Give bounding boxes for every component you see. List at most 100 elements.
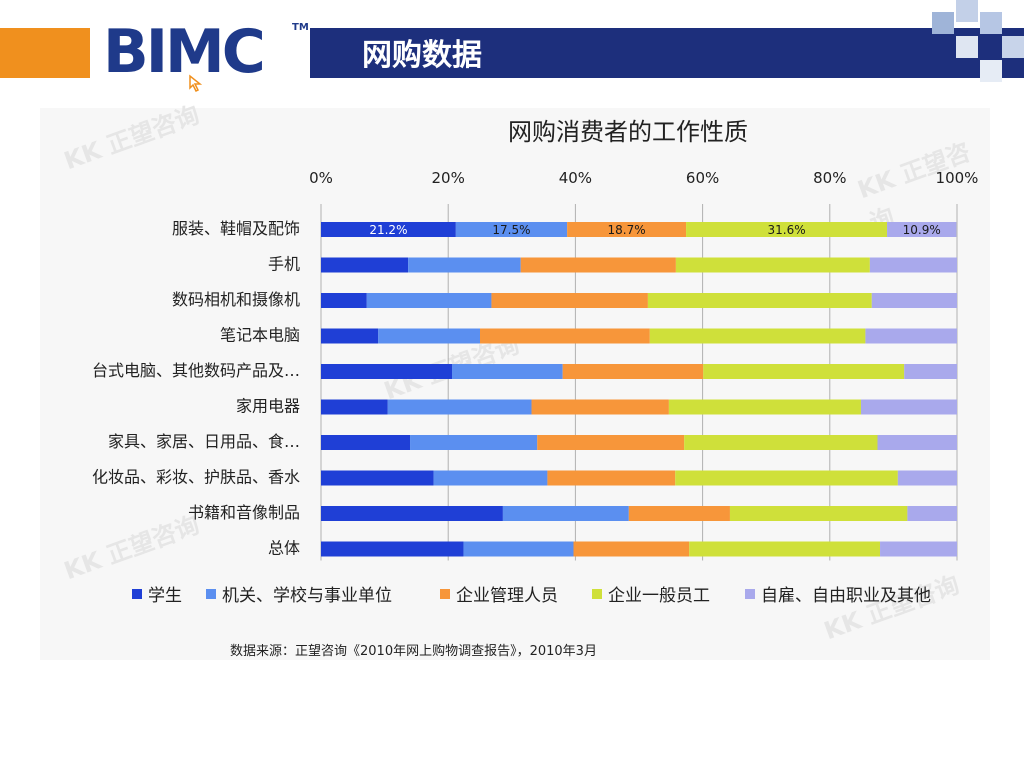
legend-swatch	[206, 589, 216, 599]
deco-square	[1002, 36, 1024, 58]
bar-segment	[887, 222, 957, 237]
category-label: 化妆品、彩妆、护肤品、香水	[92, 468, 300, 487]
legend-label: 机关、学校与事业单位	[222, 586, 392, 606]
bar-segment	[321, 222, 456, 237]
title-bar	[310, 28, 1024, 78]
legend-label: 企业管理人员	[456, 586, 558, 606]
category-label: 书籍和音像制品	[188, 503, 300, 522]
slide-title: 网购数据	[362, 38, 482, 73]
bar-segment	[520, 257, 676, 273]
bar-segment	[668, 399, 861, 415]
bar-segment	[573, 541, 690, 557]
bar-segment	[562, 364, 704, 379]
category-label: 家具、家居、日用品、食…	[108, 432, 300, 451]
bar-segment	[869, 257, 957, 273]
bar-segment	[463, 541, 574, 557]
bar-segment	[321, 364, 453, 379]
legend-label: 自雇、自由职业及其他	[761, 586, 931, 606]
bar-segment	[433, 470, 548, 486]
bar-segment	[480, 328, 650, 344]
legend-swatch	[745, 589, 755, 599]
orange-accent-block	[0, 28, 90, 78]
legend-label: 学生	[148, 586, 182, 606]
category-label: 总体	[268, 539, 300, 558]
bimc-logo: BIMC	[103, 17, 293, 92]
bar-segment	[675, 470, 898, 486]
x-tick-label: 60%	[686, 169, 719, 187]
bar-segment	[410, 435, 538, 450]
bar-segment	[491, 293, 648, 308]
chart-panel: KK 正望咨询 KK 正望咨询 KK 正望咨询 KK 正望咨询 KK 正望咨询	[40, 100, 990, 660]
deco-square	[956, 36, 978, 58]
bar-segment	[378, 328, 480, 344]
data-label: 18.7%	[608, 223, 646, 237]
bar-segment	[686, 222, 888, 237]
data-labels: 21.2% 17.5% 18.7% 31.6% 10.9%	[369, 223, 940, 237]
bar-segment	[321, 541, 464, 557]
category-label: 数码相机和摄像机	[172, 290, 300, 309]
bar-segment	[366, 293, 492, 308]
bar-segment	[502, 506, 629, 521]
data-label: 17.5%	[492, 223, 530, 237]
bar-segment	[689, 541, 881, 557]
source-note: 数据来源：正望咨询《2010年网上购物调查报告》，2010年3月	[230, 644, 597, 659]
bar-segment	[537, 435, 685, 450]
x-tick-label: 0%	[309, 169, 333, 187]
bar-segment	[321, 328, 379, 344]
bar-segment	[647, 293, 872, 308]
category-label: 手机	[268, 255, 300, 274]
data-label: 31.6%	[767, 223, 805, 237]
bar-segment	[387, 399, 532, 415]
bar-segment	[321, 257, 409, 273]
legend-label: 企业一般员工	[608, 586, 710, 606]
deco-square	[956, 0, 978, 22]
bar-segment	[531, 399, 669, 415]
deco-square	[932, 12, 954, 34]
bar-segment	[897, 470, 957, 486]
bar-segment	[321, 506, 503, 521]
deco-square	[980, 12, 1002, 34]
x-tick-labels: 0% 20% 40% 60% 80% 100%	[309, 169, 978, 187]
bar-segment	[547, 470, 676, 486]
bar-segment	[860, 399, 957, 415]
bar-segment	[567, 222, 687, 237]
bar-segment	[877, 435, 957, 450]
bimc-logo-graphic: BIMC	[103, 17, 266, 87]
bar-segment	[628, 506, 730, 521]
slide-header: BIMC TM 网购数据	[0, 0, 1024, 100]
bar-segment	[408, 257, 521, 273]
data-label: 21.2%	[369, 223, 407, 237]
bar-segment	[321, 470, 434, 486]
x-tick-label: 100%	[936, 169, 979, 187]
bar-segment	[321, 435, 411, 450]
bar-segment	[321, 293, 367, 308]
svg-text:BIMC: BIMC	[103, 20, 263, 80]
bar-segment	[907, 506, 957, 521]
x-tick-label: 80%	[813, 169, 846, 187]
bar-segment	[455, 222, 568, 237]
category-label: 服装、鞋帽及配饰	[172, 219, 300, 238]
legend-swatch	[132, 589, 142, 599]
x-tick-label: 20%	[432, 169, 465, 187]
bar-segment	[452, 364, 563, 379]
trademark-mark: TM	[292, 22, 309, 33]
bar-segment	[321, 399, 388, 415]
bar-segment	[703, 364, 905, 379]
category-label: 笔记本电脑	[220, 326, 300, 345]
chart-title: 网购消费者的工作性质	[508, 118, 748, 146]
bar-segment	[649, 328, 866, 344]
legend: 学生 机关、学校与事业单位 企业管理人员 企业一般员工 自雇、自由职业及其他	[132, 586, 931, 606]
data-label: 10.9%	[903, 223, 941, 237]
bar-segment	[684, 435, 878, 450]
bar-segment	[871, 293, 957, 308]
deco-square	[980, 60, 1002, 82]
bar-segment	[729, 506, 908, 521]
category-label: 家用电器	[236, 397, 300, 416]
bar-segment	[904, 364, 957, 379]
category-label: 台式电脑、其他数码产品及…	[92, 361, 300, 380]
bar-segment	[865, 328, 957, 344]
x-tick-label: 40%	[559, 169, 592, 187]
bar-segment	[675, 257, 870, 273]
